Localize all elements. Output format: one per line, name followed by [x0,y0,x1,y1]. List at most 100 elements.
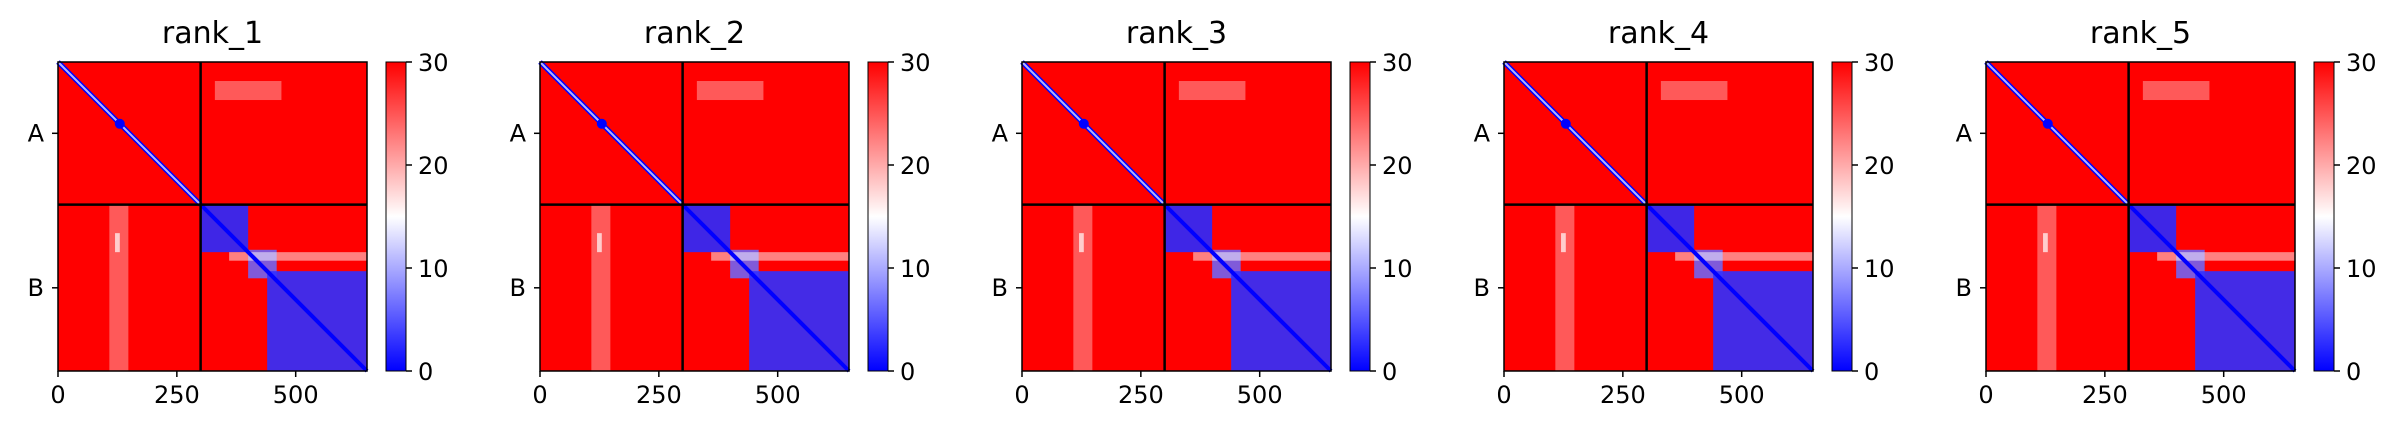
colorbar-tick-label: 20 [418,152,449,180]
chain-a-diagonal-edge [1985,61,2130,206]
interchain-band-ba [591,204,611,371]
y-tick-label-B: B [28,274,44,302]
panel-title: rank_2 [644,16,745,51]
colorbar-tick-label: 0 [1382,358,1397,386]
colorbar-tick-label: 0 [900,358,915,386]
colorbar [1831,61,1853,372]
chain-a-diagonal-spot [1560,118,1571,129]
interchain-band-ba [2037,204,2057,371]
chain-b-diagonal [1645,203,1815,373]
x-tick-label: 0 [1978,381,1993,409]
colorbar-tick-label: 10 [900,255,931,283]
x-tick-label: 0 [1496,381,1511,409]
chain-b-stripe [229,252,367,261]
colorbar [385,61,407,372]
chain-b-diagonal [199,203,369,373]
heatmap-frame [1985,61,2296,372]
chain-b-stripe [711,252,849,261]
colorbar-tick-label: 30 [418,49,449,77]
interchain-spot-ba [1079,233,1084,253]
colorbar-tick-label: 20 [1864,152,1895,180]
interchain-band-ba [109,204,129,371]
interchain-band-ab [2142,81,2210,101]
y-tick-label-B: B [510,274,526,302]
chain-b-stripe [1675,252,1813,261]
panel-title: rank_5 [2090,16,2191,51]
colorbar-tick-label: 0 [1864,358,1879,386]
y-tick-label-A: A [1956,119,1973,147]
x-tick-label: 250 [154,381,200,409]
x-tick-label: 500 [1237,381,1283,409]
chain-a-diagonal-spot [2042,118,2053,129]
heatmap-panel-5: rank_5 A B 0 250 500 0 10 20 30 [1956,16,2377,409]
x-tick-label: 500 [273,381,319,409]
colorbar-tick-label: 10 [1864,255,1895,283]
panel-title: rank_3 [1126,16,1227,51]
y-tick-label-A: A [992,119,1009,147]
chain-a-diagonal-spot [114,118,125,129]
colorbar [1349,61,1371,372]
x-tick-label: 500 [1719,381,1765,409]
colorbar [2313,61,2335,372]
x-tick-label: 250 [1600,381,1646,409]
colorbar-tick-label: 20 [900,152,931,180]
x-tick-label: 0 [532,381,547,409]
colorbar-tick-label: 20 [1382,152,1413,180]
y-tick-label-A: A [28,119,45,147]
x-tick-label: 0 [50,381,65,409]
panel-title: rank_1 [162,16,263,51]
colorbar-tick-label: 30 [1382,49,1413,77]
interchain-spot-ba [597,233,602,253]
chain-b-diagonal [2127,203,2297,373]
chain-b-diagonal [1163,203,1333,373]
y-tick-label-B: B [1474,274,1490,302]
colorbar-tick-label: 30 [900,49,931,77]
chain-b-stripe [1193,252,1331,261]
chain-b-stripe [2157,252,2295,261]
chain-a-diagonal-edge [1021,61,1166,206]
heatmap-panel-1: rank_1 A B 0 250 500 0 10 20 30 [28,16,449,409]
chain-a-diagonal-spot [1078,118,1089,129]
panel-title: rank_4 [1608,16,1709,51]
interchain-band-ab [214,81,282,101]
heatmap-frame [1503,61,1814,372]
colorbar-tick-label: 0 [418,358,433,386]
colorbar-tick-label: 20 [2346,152,2377,180]
chain-a-diagonal-edge [539,61,684,206]
colorbar-tick-label: 30 [1864,49,1895,77]
heatmap-panel-4: rank_4 A B 0 250 500 0 10 20 30 [1474,16,1895,409]
interchain-spot-ba [1561,233,1566,253]
colorbar [867,61,889,372]
x-tick-label: 250 [1118,381,1164,409]
colorbar-tick-label: 10 [418,255,449,283]
x-tick-label: 250 [2082,381,2128,409]
heatmap-frame [539,61,850,372]
interchain-spot-ba [2043,233,2048,253]
heatmap-frame [1021,61,1332,372]
chain-b-diagonal [681,203,851,373]
interchain-band-ab [1178,81,1246,101]
y-tick-label-A: A [1474,119,1491,147]
colorbar-tick-label: 10 [2346,255,2377,283]
interchain-spot-ba [115,233,120,253]
chain-a-diagonal-spot [596,118,607,129]
heatmap-panel-3: rank_3 A B 0 250 500 0 10 20 30 [992,16,1413,409]
interchain-band-ab [1660,81,1728,101]
interchain-band-ba [1555,204,1575,371]
colorbar-tick-label: 30 [2346,49,2377,77]
x-tick-label: 500 [2201,381,2247,409]
heatmap-frame [57,61,368,372]
y-tick-label-B: B [1956,274,1972,302]
colorbar-tick-label: 0 [2346,358,2361,386]
y-tick-label-B: B [992,274,1008,302]
interchain-band-ab [696,81,764,101]
colorbar-tick-label: 10 [1382,255,1413,283]
heatmap-panel-2: rank_2 A B 0 250 500 0 10 20 30 [510,16,931,409]
chain-a-diagonal-edge [57,61,202,206]
x-tick-label: 0 [1014,381,1029,409]
y-tick-label-A: A [510,119,527,147]
x-tick-label: 500 [755,381,801,409]
x-tick-label: 250 [636,381,682,409]
chain-a-diagonal-edge [1503,61,1648,206]
interchain-band-ba [1073,204,1093,371]
